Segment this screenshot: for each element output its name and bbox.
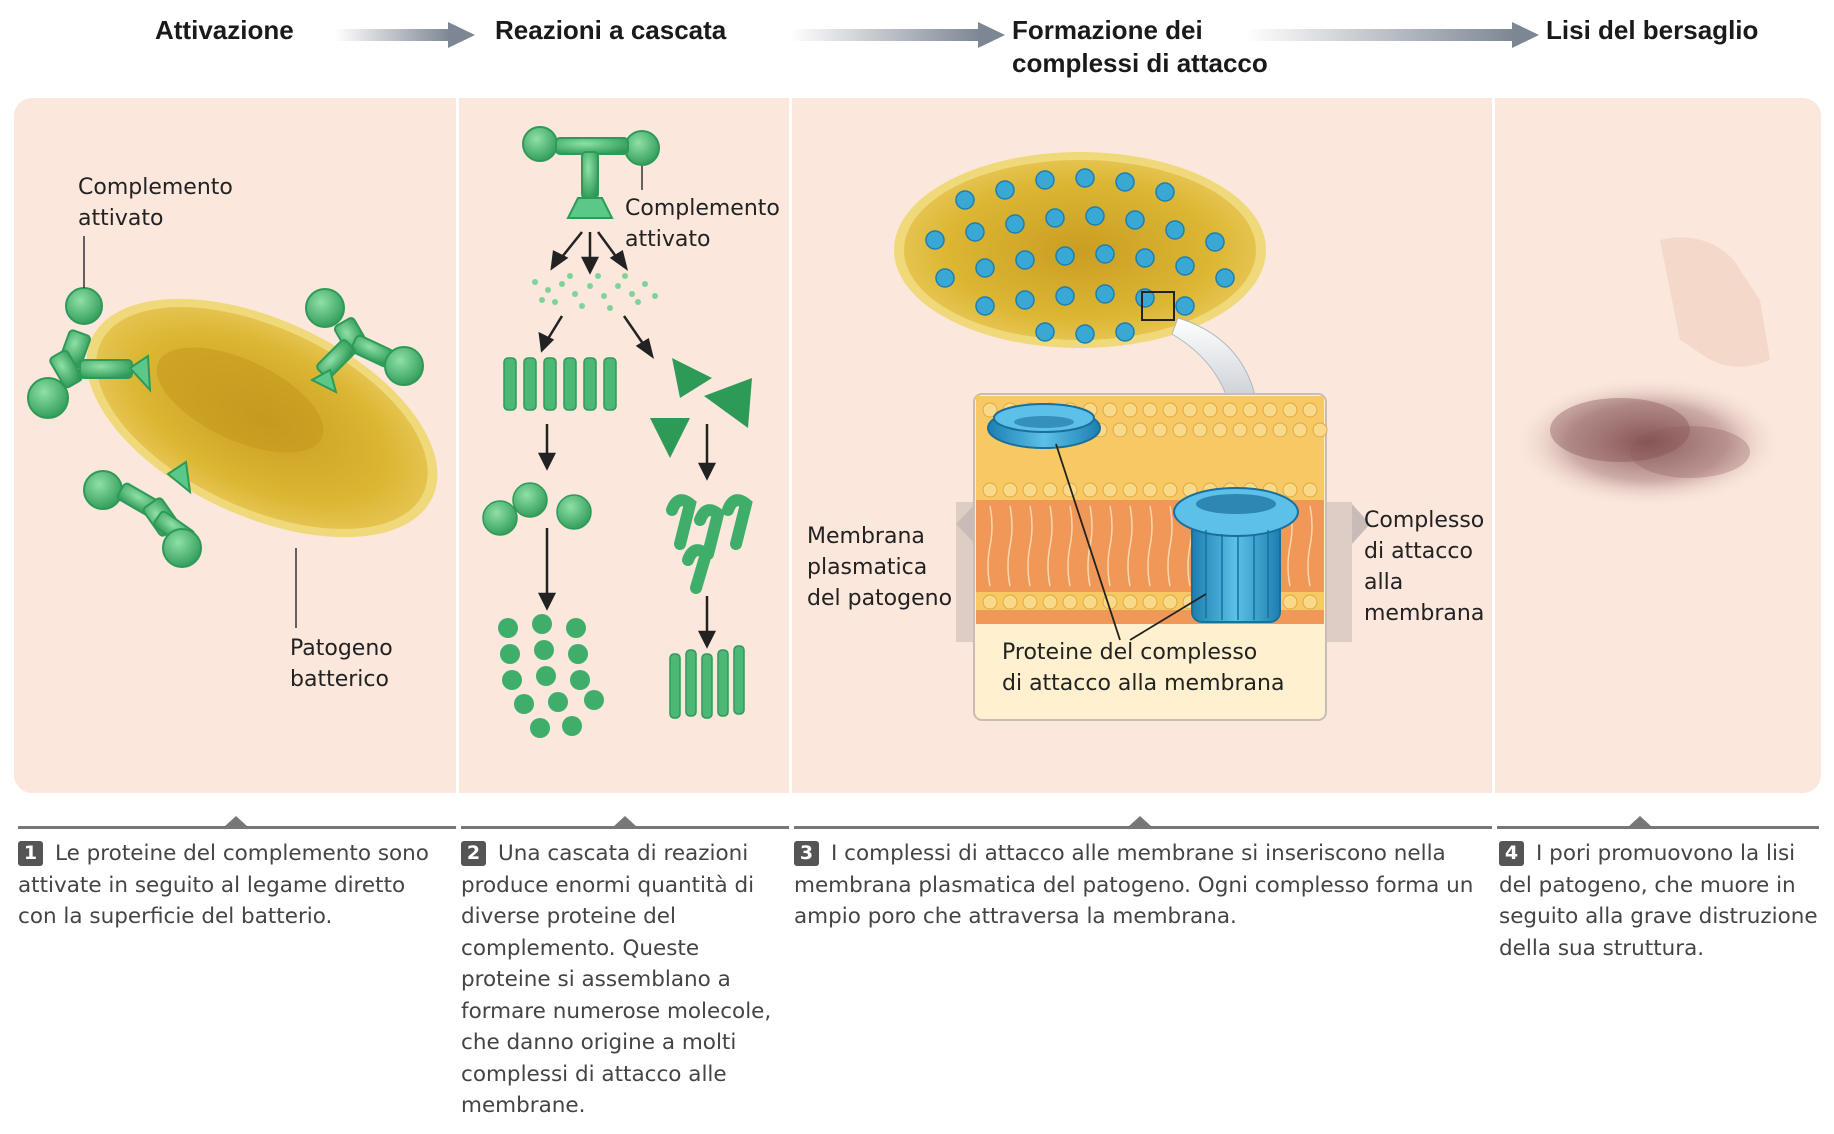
stage-title-activation: Attivazione [155, 15, 294, 45]
step-number-badge: 3 [794, 841, 819, 866]
mac-complex-inserted [1173, 487, 1299, 623]
label-mac-proteins: Proteine del complesso di attacco alla m… [1002, 640, 1285, 696]
step-number-badge: 2 [461, 841, 486, 866]
rule-1 [18, 826, 456, 829]
label-attack-complex: Complesso di attacco alla membrana [1364, 508, 1485, 626]
cascade-arrows [537, 231, 717, 649]
flow-arrow-2 [790, 22, 1005, 48]
triangle-proteins [650, 358, 752, 458]
stage-title-lysis: Lisi del bersaglio [1546, 15, 1759, 45]
rule-notch-4 [1628, 816, 1652, 827]
step-number-badge: 4 [1499, 841, 1524, 866]
membrane-pores [925, 168, 1235, 344]
flow-arrow-1 [335, 22, 475, 48]
small-protein-cluster [498, 614, 604, 738]
mac-complex-top [987, 403, 1101, 449]
caption-step-1: 1 Le proteine del complemento sono attiva… [18, 838, 448, 933]
hook-proteins [666, 494, 753, 594]
caption-text: Una cascata di reazioni produce enormi q… [461, 841, 772, 1118]
flow-arrow-3 [1245, 22, 1539, 48]
complement-protein-3 [83, 460, 202, 568]
rule-notch-2 [613, 816, 637, 827]
caption-text: Le proteine del complemento sono attivat… [18, 841, 429, 929]
rod-proteins-1 [503, 357, 617, 411]
lysed-bacterium [1516, 237, 1780, 506]
stage-title-attack-complex: Formazione dei complessi di attacco [1012, 15, 1268, 78]
stage-title-cascade: Reazioni a cascata [495, 15, 727, 45]
label-complement-activated-2: Complemento attivato [625, 196, 780, 252]
caption-text: I complessi di attacco alle membrane si … [794, 841, 1474, 929]
complement-protein-1 [27, 287, 152, 419]
rod-proteins-2 [669, 645, 745, 719]
pointer-lines [1055, 443, 1207, 641]
protein-fragments [532, 273, 658, 311]
sphere-proteins [482, 482, 592, 536]
label-complement-activated-1: Complemento attivato [78, 175, 233, 231]
step-number-badge: 1 [18, 841, 43, 866]
caption-step-2: 2 Una cascata di reazioni produce enormi … [461, 838, 785, 1122]
rule-notch-1 [224, 816, 248, 827]
complement-protein-2 [305, 288, 424, 394]
rule-4 [1497, 826, 1819, 829]
rule-notch-3 [1128, 816, 1152, 827]
zoom-indicator-box [1141, 291, 1175, 321]
label-plasma-membrane: Membrana plasmatica del patogeno [807, 524, 953, 611]
label-bacterial-pathogen: Patogeno batterico [290, 636, 393, 692]
bacterium-pathogen [86, 298, 438, 538]
caption-text: I pori promuovono la lisi del patogeno, … [1499, 841, 1818, 961]
rule-3 [794, 826, 1492, 829]
cascade-complement-protein [522, 126, 660, 219]
rule-2 [461, 826, 789, 829]
